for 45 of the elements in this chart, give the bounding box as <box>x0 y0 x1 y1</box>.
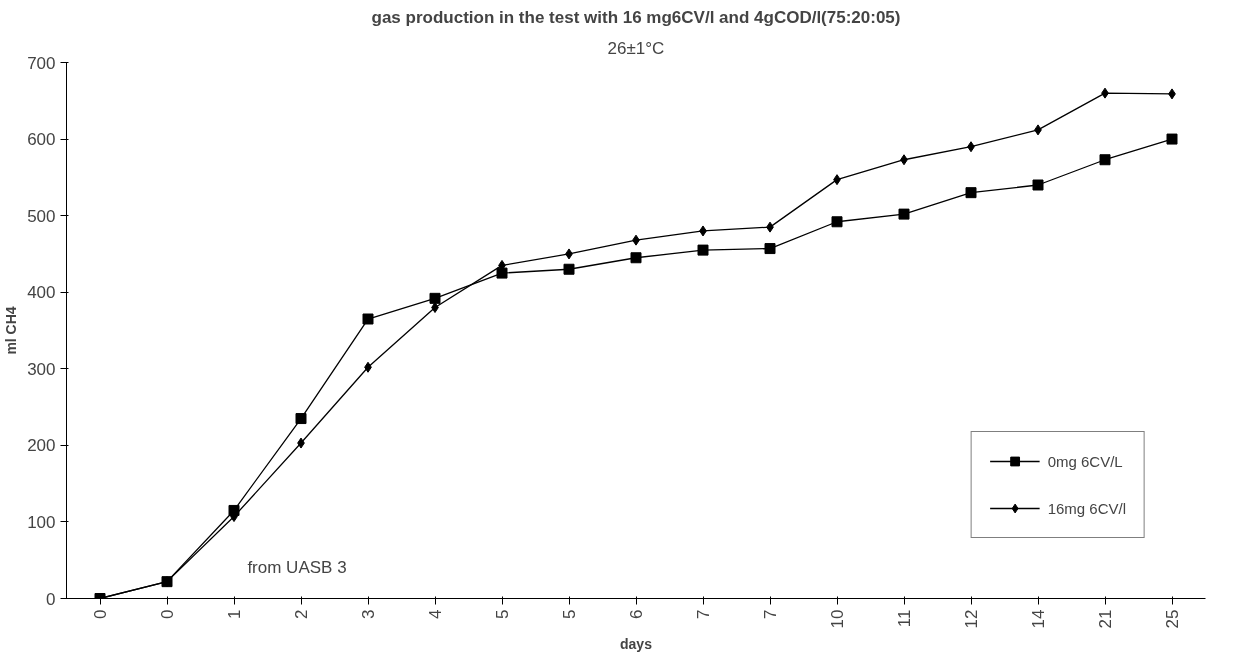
y-tick-label: 300 <box>27 359 56 379</box>
x-tick-label: 12 <box>962 609 981 629</box>
point <box>429 292 441 304</box>
point <box>496 267 508 279</box>
x-tick-label: 11 <box>895 609 914 628</box>
x-tick-label: 5 <box>493 609 512 619</box>
point <box>697 244 709 256</box>
point <box>563 263 575 275</box>
y-tick-label: 700 <box>27 53 56 73</box>
y-tick-label: 100 <box>27 512 56 532</box>
x-tick-label: 2 <box>292 609 311 619</box>
x-tick-label: 21 <box>1096 609 1115 629</box>
chart-title: gas production in the test with 16 mg6CV/l and 4gCOD/l(75:20:05) <box>371 7 901 27</box>
chart-subtitle: 26±1°C <box>607 38 665 58</box>
y-axis-title: ml CH4 <box>3 306 20 355</box>
x-tick-label: 3 <box>359 609 378 619</box>
x-tick-label: 7 <box>694 609 713 619</box>
point <box>630 252 642 264</box>
x-tick-label: 0 <box>158 609 177 619</box>
annotation: from UASB 3 <box>247 558 347 578</box>
point <box>898 208 910 220</box>
x-tick-label: 10 <box>828 609 847 629</box>
x-tick-label: 14 <box>1029 609 1048 629</box>
point <box>965 187 977 199</box>
point <box>831 216 843 228</box>
x-tick-label: 6 <box>627 609 646 619</box>
point <box>295 413 307 425</box>
x-tick-label: 25 <box>1163 609 1182 629</box>
y-tick-label: 200 <box>27 436 56 456</box>
point <box>1032 179 1044 191</box>
x-tick-label: 5 <box>560 609 579 619</box>
x-tick-label: 0 <box>91 609 110 619</box>
legend-label: 0mg 6CV/L <box>1047 452 1123 470</box>
x-tick-label: 4 <box>426 609 445 619</box>
x-axis-title: days <box>620 636 653 653</box>
point <box>1166 133 1178 145</box>
point <box>764 243 776 255</box>
point <box>362 313 374 325</box>
x-tick-label: 7 <box>761 609 780 619</box>
y-tick-label: 400 <box>27 283 56 303</box>
point <box>1099 154 1111 166</box>
y-tick-label: 500 <box>27 206 56 226</box>
x-tick-label: 1 <box>225 609 244 619</box>
y-tick-label: 600 <box>27 130 56 150</box>
legend-label: 16mg 6CV/l <box>1047 499 1126 517</box>
